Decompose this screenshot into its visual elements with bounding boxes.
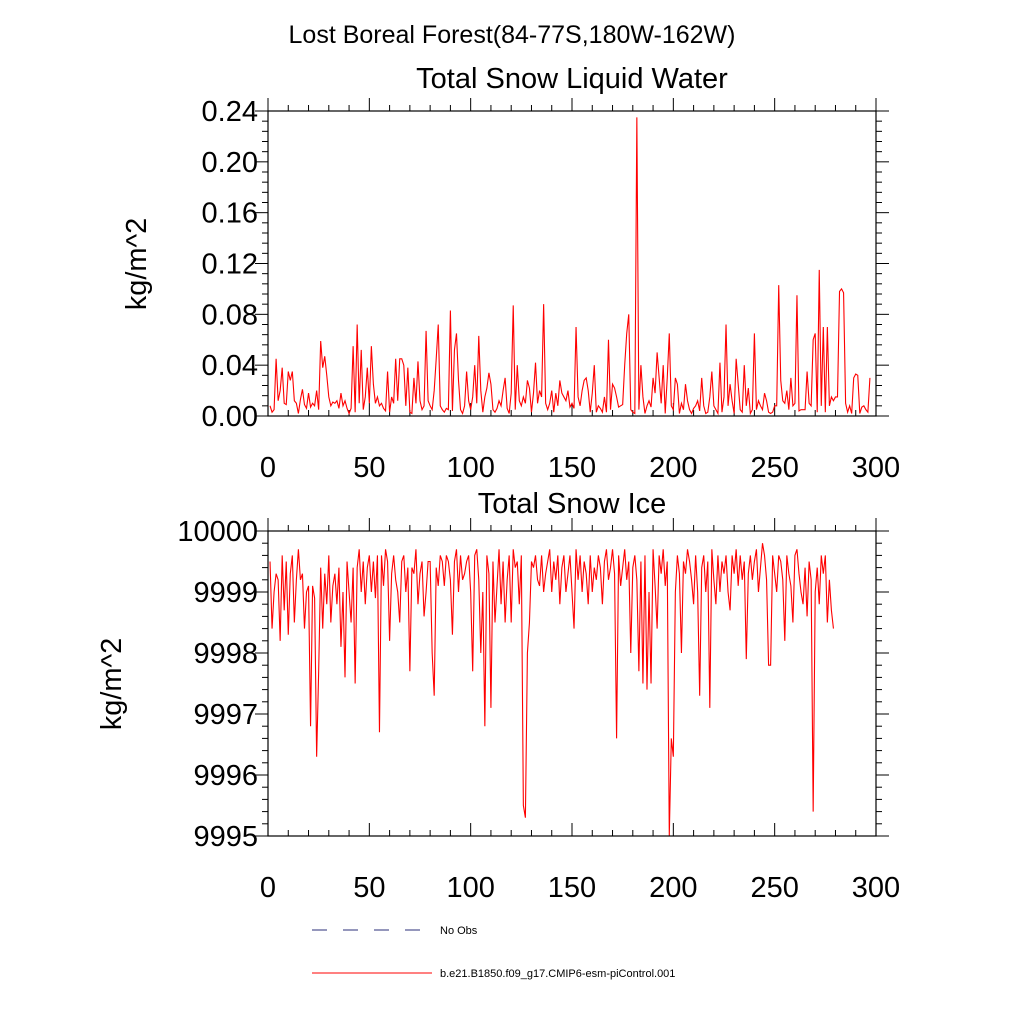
x-tick-label: 50	[353, 452, 385, 484]
plot-frame-snow-ice	[267, 530, 877, 837]
y-axis-label-snow-liquid-water: kg/m^2	[121, 218, 153, 311]
x-tick-label: 200	[649, 872, 697, 904]
series-line-snow-liquid-water	[269, 117, 871, 416]
y-tick-label: 9999	[193, 577, 258, 609]
x-tick-label: 50	[353, 872, 385, 904]
tick-labels-snow-liquid-water: 0 50 100 150 200 250 300 0.00 0.04 0.08 0.12 0.16 0.…	[202, 96, 901, 484]
y-tick-label: 0.24	[202, 96, 258, 128]
y-tick-label: 0.04	[202, 350, 258, 382]
panel-snow-liquid-water: Total Snow Liquid Water kg/m^2 0 50 100 150…	[121, 63, 900, 484]
tick-labels-snow-ice: 0 50 100 150 200 250 300 9995 9996 9997 9998 9999 10…	[177, 516, 900, 904]
y-tick-label: 0.12	[202, 249, 258, 281]
axis-ticks-snow-liquid-water	[255, 98, 889, 417]
y-tick-label: 0.16	[202, 198, 258, 230]
y-tick-label: 9998	[193, 638, 258, 670]
y-tick-label: 0.20	[202, 147, 258, 179]
y-tick-label: 9996	[193, 760, 258, 792]
x-tick-label: 200	[649, 452, 697, 484]
x-tick-label: 0	[260, 872, 276, 904]
panel-title-snow-liquid-water: Total Snow Liquid Water	[416, 63, 728, 95]
plot-frame-snow-liquid-water	[267, 110, 877, 417]
x-tick-label: 150	[548, 872, 596, 904]
x-tick-label: 100	[446, 452, 494, 484]
y-axis-label-snow-ice: kg/m^2	[96, 638, 128, 731]
x-tick-label: 250	[750, 452, 798, 484]
x-tick-label: 300	[852, 872, 900, 904]
x-tick-label: 0	[260, 452, 276, 484]
figure-title: Lost Boreal Forest(84-77S,180W-162W)	[289, 21, 736, 49]
legend-obs-label: No Obs	[440, 925, 478, 937]
series-line-snow-ice	[269, 543, 834, 837]
x-tick-label: 300	[852, 452, 900, 484]
y-tick-label: 9995	[193, 821, 258, 853]
legend: No Obs b.e21.B1850.f09_g17.CMIP6-esm-piC…	[312, 925, 675, 980]
x-tick-label: 100	[446, 872, 494, 904]
y-tick-label: 0.00	[202, 401, 258, 433]
legend-model-label: b.e21.B1850.f09_g17.CMIP6-esm-piControl.…	[440, 968, 675, 980]
panel-title-snow-ice: Total Snow Ice	[478, 488, 667, 520]
x-tick-label: 250	[750, 872, 798, 904]
axis-ticks-snow-ice	[255, 518, 889, 837]
x-tick-label: 150	[548, 452, 596, 484]
panel-snow-ice: Total Snow Ice kg/m^2 0 50 100 150 200 250 300…	[96, 488, 900, 904]
y-tick-label: 10000	[177, 516, 258, 548]
y-tick-label: 0.08	[202, 299, 258, 331]
y-tick-label: 9997	[193, 699, 258, 731]
